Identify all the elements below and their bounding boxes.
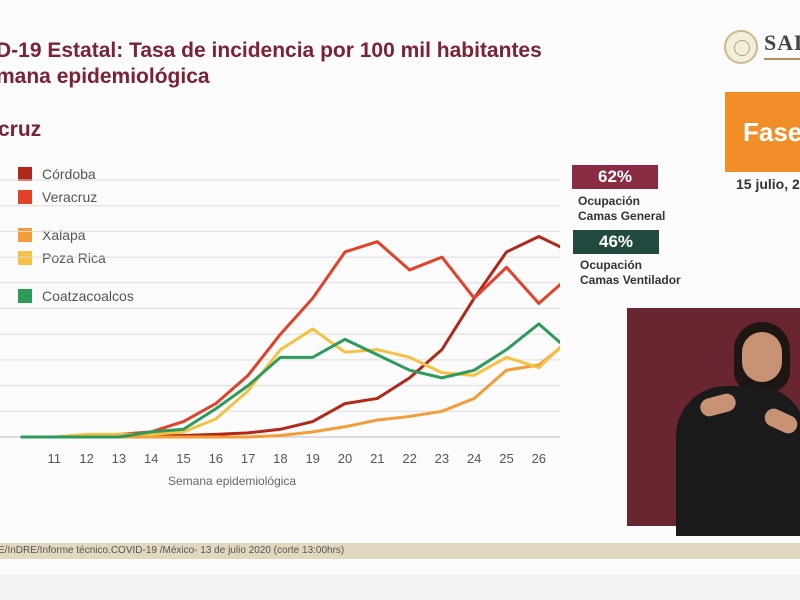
legend-swatch-coatzacoalcos [18,289,32,303]
legend-label-veracruz: Veracruz [42,189,98,205]
government-seal-icon [724,30,758,64]
ventilator-beds-label: Ocupación Camas Ventilador [580,258,681,288]
x-tick-label: 12 [79,451,93,466]
x-tick-label: 18 [273,451,287,466]
logo-divider [764,58,800,60]
x-tick-label: 24 [467,451,481,466]
title-line-1: D-19 Estatal: Tasa de incidencia por 100… [0,39,542,62]
x-tick-label: 19 [305,451,319,466]
x-tick-label: 15 [176,451,190,466]
ventilator-beds-label-line-1: Ocupación [580,258,643,272]
fase-badge: Fase [725,92,800,172]
ventilator-beds-percentage: 46% [573,230,659,254]
series-line-coatzacoalcos [20,322,560,439]
fase-date: 15 julio, 2 [736,176,800,192]
legend-label-cordoba: Córdoba [42,166,96,182]
x-tick-label: 22 [402,451,416,466]
x-tick-label: 25 [499,451,513,466]
series-line-xalapa [20,346,560,439]
series-line-poza-rica [20,327,560,439]
general-beds-label-line-2: Camas General [578,209,666,223]
x-tick-label: 11 [48,451,62,466]
region-label: cruz [0,118,42,141]
x-tick-label: 13 [112,451,126,466]
x-tick-label: 23 [435,451,449,466]
x-axis-title: Semana epidemiológica [168,474,297,488]
series-line-cordoba [20,235,560,439]
series-line-veracruz [20,240,560,439]
legend-label-coatzacoalcos: Coatzacoalcos [42,288,134,304]
footer-bar [0,543,800,559]
legend-swatch-cordoba [18,167,32,181]
general-beds-label: Ocupación Camas General [578,194,665,224]
interpreter-body [676,386,800,536]
ventilator-beds-label-line-2: Camas Ventilador [580,273,681,287]
legend-swatch-poza-rica [18,251,32,265]
general-beds-percentage: 62% [572,165,658,189]
chart-title: D-19 Estatal: Tasa de incidencia por 100… [0,38,542,90]
salud-logo: SAL [724,28,800,68]
x-tick-label: 26 [532,451,546,466]
legend-label-poza-rica: Poza Rica [42,250,106,266]
incidence-line-chart: 1112131415161718192021222324252627 [0,179,560,466]
source-note: E/InDRE/Informe técnico.COVID-19 /México… [0,545,345,556]
title-line-2: mana epidemiológica [0,65,210,88]
logo-text: SAL [764,30,800,55]
x-tick-label: 21 [370,451,384,466]
presentation-slide: D-19 Estatal: Tasa de incidencia por 100… [0,28,800,559]
legend-swatch-veracruz [18,190,32,204]
general-beds-label-line-1: Ocupación [578,194,641,208]
interpreter-face [742,332,782,382]
x-tick-label: 17 [241,451,255,466]
x-tick-label: 20 [338,451,352,466]
x-tick-label: 16 [209,451,223,466]
x-tick-label: 14 [144,451,158,466]
